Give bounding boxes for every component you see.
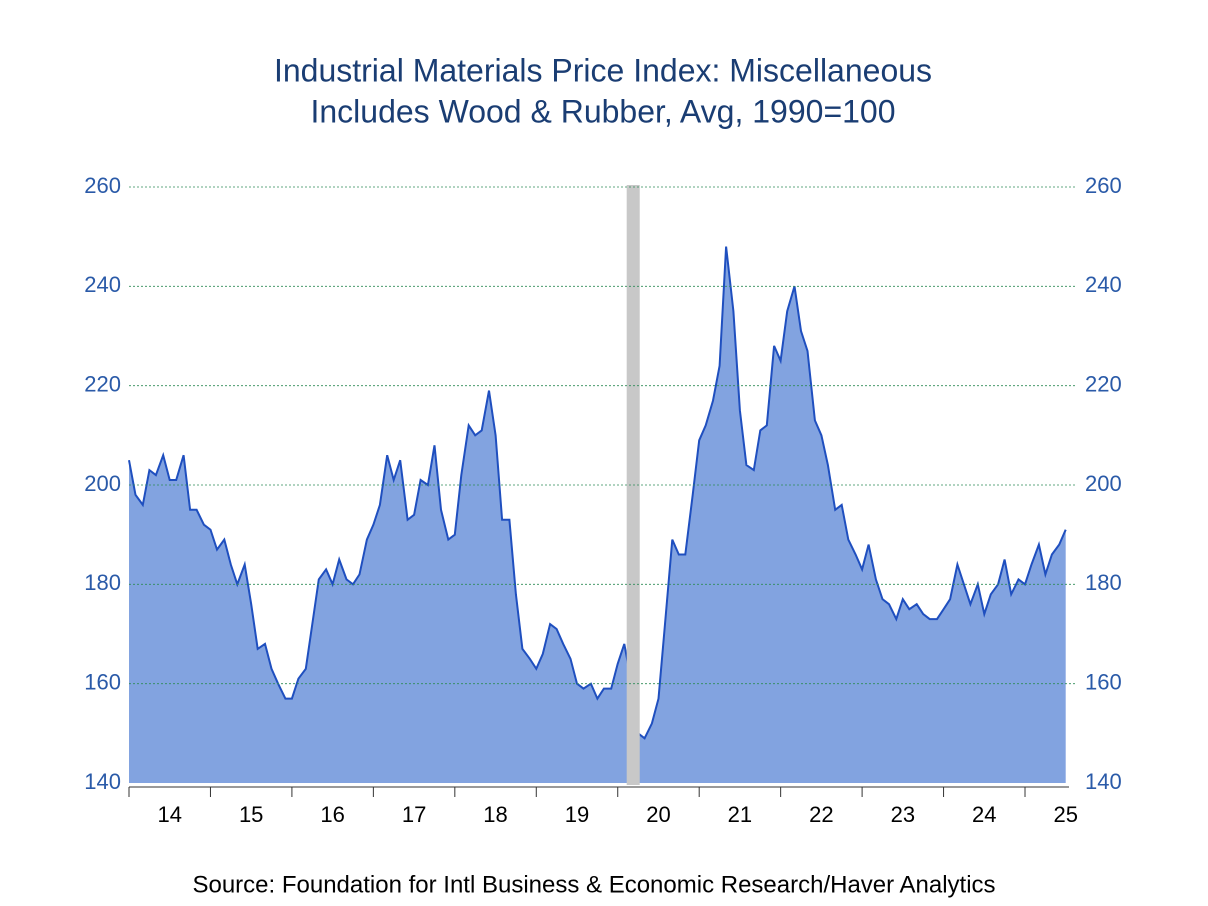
y-tick-label: 160: [84, 669, 121, 694]
chart-subtitle: Includes Wood & Rubber, Avg, 1990=100: [310, 93, 895, 129]
x-tick-label: 18: [483, 802, 507, 827]
source: Source: Foundation for Intl Business & E…: [192, 871, 995, 898]
y-tick-label: 140: [84, 769, 121, 794]
x-tick-label: 15: [239, 802, 263, 827]
y-tick-label: 240: [84, 272, 121, 297]
x-tick-label: 19: [565, 802, 589, 827]
y-tick-label-right: 240: [1085, 272, 1122, 297]
y-tick-label-right: 140: [1085, 769, 1122, 794]
x-tick-label: 21: [728, 802, 752, 827]
y-tick-label-right: 260: [1085, 173, 1122, 198]
y-tick-label-right: 200: [1085, 471, 1122, 496]
y-tick-label: 220: [84, 371, 121, 396]
x-tick-label: 25: [1053, 802, 1077, 827]
y-tick-label-right: 220: [1085, 371, 1122, 396]
x-tick-label: 20: [646, 802, 670, 827]
y-tick-label: 180: [84, 570, 121, 595]
line: [128, 246, 1067, 740]
chart-title: Industrial Materials Price Index: Miscel…: [274, 52, 932, 88]
y-tick-label-right: 160: [1085, 669, 1122, 694]
y-tick-label: 200: [84, 471, 121, 496]
x-tick-label: 16: [320, 802, 344, 827]
x-tick-label: 17: [402, 802, 426, 827]
x-tick-label: 14: [157, 802, 181, 827]
y-tick-label-right: 180: [1085, 570, 1122, 595]
x-tick-label: 23: [891, 802, 915, 827]
x-tick-label: 24: [972, 802, 996, 827]
area-fill: [129, 246, 1066, 784]
y-tick-label: 260: [84, 173, 121, 198]
x-tick-label: 22: [809, 802, 833, 827]
